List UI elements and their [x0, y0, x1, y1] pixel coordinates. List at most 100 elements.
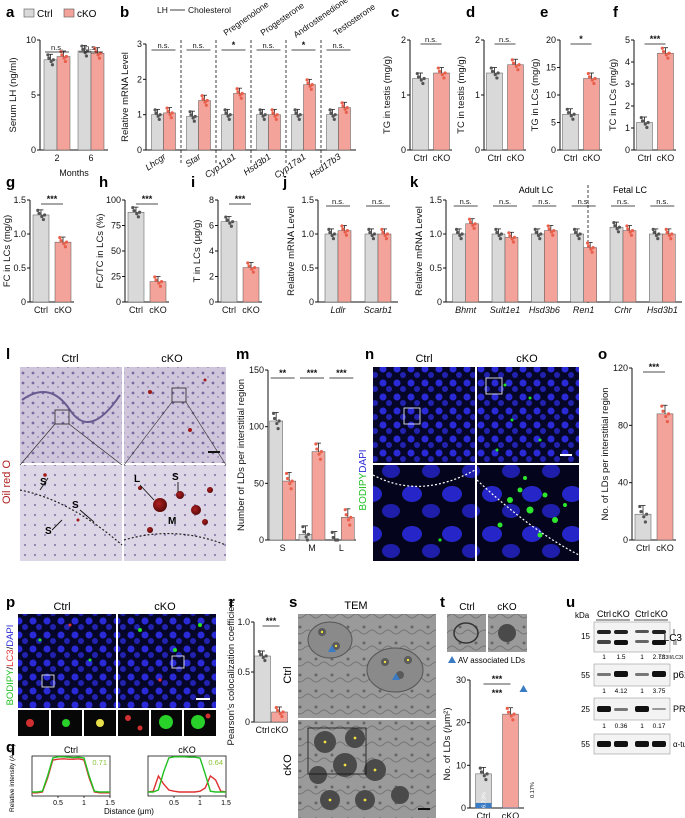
wb-ratio: 0.17	[653, 723, 666, 730]
tem-ld-marker	[406, 658, 410, 662]
y-axis-label: Number of LDs per interstitial region	[236, 379, 247, 531]
bodipy-dot	[517, 487, 523, 493]
bodipy-ctrl-boundary	[372, 469, 476, 487]
data-point	[443, 71, 447, 75]
y-tick-label: 0	[625, 145, 630, 155]
bar	[43, 59, 58, 151]
tem-title: TEM	[344, 600, 367, 612]
wb-p62: 55 p62 1 4.12 1 3.75	[581, 663, 685, 695]
data-point	[497, 233, 501, 238]
y-tick-label: 4	[625, 57, 630, 67]
bar	[507, 64, 524, 151]
y-axis-label: FC in LCs (mg/g)	[2, 215, 13, 287]
y-axis-label: TG in testis (mg/g)	[382, 56, 393, 134]
data-point	[654, 233, 659, 238]
data-point	[646, 120, 650, 125]
y-tick-label: 40	[618, 478, 628, 488]
wb-band	[597, 640, 611, 644]
y-tick-label: 1.0	[13, 229, 26, 239]
data-point	[656, 236, 660, 241]
wb-band	[614, 741, 628, 747]
y-tick-label: 0	[551, 145, 556, 155]
y-tick-label: 5	[551, 118, 556, 128]
data-point	[643, 520, 648, 524]
data-point	[552, 229, 556, 233]
svg-text:BODIPYDAPI: BODIPYDAPI	[358, 449, 369, 510]
data-point	[569, 114, 573, 118]
panel-label-q: q	[6, 739, 15, 756]
wb-band	[635, 630, 649, 633]
bodipy-dot	[507, 497, 513, 503]
data-point	[281, 710, 285, 714]
data-point	[301, 525, 305, 529]
y-tick-label: 0.5	[301, 263, 314, 273]
data-point	[157, 117, 161, 122]
significance-label: n.s.	[617, 197, 629, 206]
data-point	[630, 229, 635, 233]
data-point	[59, 239, 63, 243]
bar	[337, 230, 352, 303]
bar	[502, 713, 519, 809]
panel-label-r: r	[229, 594, 235, 611]
bar	[583, 247, 597, 303]
data-point	[566, 111, 571, 115]
x-tick-label: cKO	[507, 153, 525, 163]
wb-membrane	[593, 663, 671, 687]
data-point	[93, 46, 97, 50]
group-label-fetal: Fetal LC	[613, 185, 648, 195]
data-point	[510, 237, 514, 241]
x-tick-label: Bhmt	[455, 305, 477, 315]
data-point	[275, 421, 279, 426]
y-tick-label: 10	[546, 90, 556, 100]
coloc-zoom-merge	[205, 713, 211, 719]
data-point	[236, 90, 240, 94]
data-point	[371, 236, 376, 241]
x-tick-label: Hsd3b1	[647, 305, 678, 315]
data-point	[240, 91, 244, 96]
data-point	[280, 714, 284, 719]
data-point	[460, 232, 464, 236]
wb-membrane	[593, 697, 671, 721]
significance-label: n.s.	[578, 197, 590, 206]
data-point	[591, 246, 595, 250]
data-point	[343, 230, 347, 234]
data-point	[274, 117, 278, 122]
tem-ld-marker	[383, 660, 387, 664]
data-point	[625, 224, 629, 228]
bar	[326, 114, 339, 151]
x-tick-label: 1.5	[221, 800, 231, 807]
data-point	[247, 264, 251, 268]
bar	[282, 480, 296, 541]
y-tick-label: 20	[546, 35, 556, 45]
data-point	[665, 230, 669, 235]
data-point	[651, 227, 655, 232]
panel-label-a: a	[6, 4, 15, 21]
lipid-droplet	[43, 473, 47, 477]
bar	[452, 233, 466, 303]
bodipy-dot	[495, 448, 499, 452]
oil-zoom-line	[185, 401, 227, 466]
data-point	[298, 113, 302, 117]
bodipy-dot	[503, 383, 507, 387]
coloc-dot	[68, 623, 72, 627]
data-point	[344, 233, 349, 237]
data-point	[380, 227, 384, 232]
data-point	[368, 230, 372, 235]
data-point	[416, 75, 421, 79]
ld-arrow	[39, 477, 49, 491]
x-tick-label: Star	[183, 151, 203, 169]
panel-label-p: p	[6, 594, 15, 611]
significance-label-blue: ***	[492, 688, 503, 698]
bar	[311, 451, 326, 541]
coloc-col-ctrl: Ctrl	[53, 601, 70, 613]
bar	[504, 237, 519, 303]
data-point	[333, 538, 338, 542]
wb-band	[652, 741, 666, 747]
wb-ratio: 1	[640, 723, 644, 730]
data-point	[615, 227, 619, 231]
data-point	[65, 240, 69, 244]
data-point	[645, 512, 649, 516]
tem-cell	[366, 647, 424, 693]
y-tick-label: 20	[456, 718, 466, 728]
chart-d: 0 1 2 TC in testis (mg/g) Ctrl cKO n.s.	[456, 35, 526, 163]
